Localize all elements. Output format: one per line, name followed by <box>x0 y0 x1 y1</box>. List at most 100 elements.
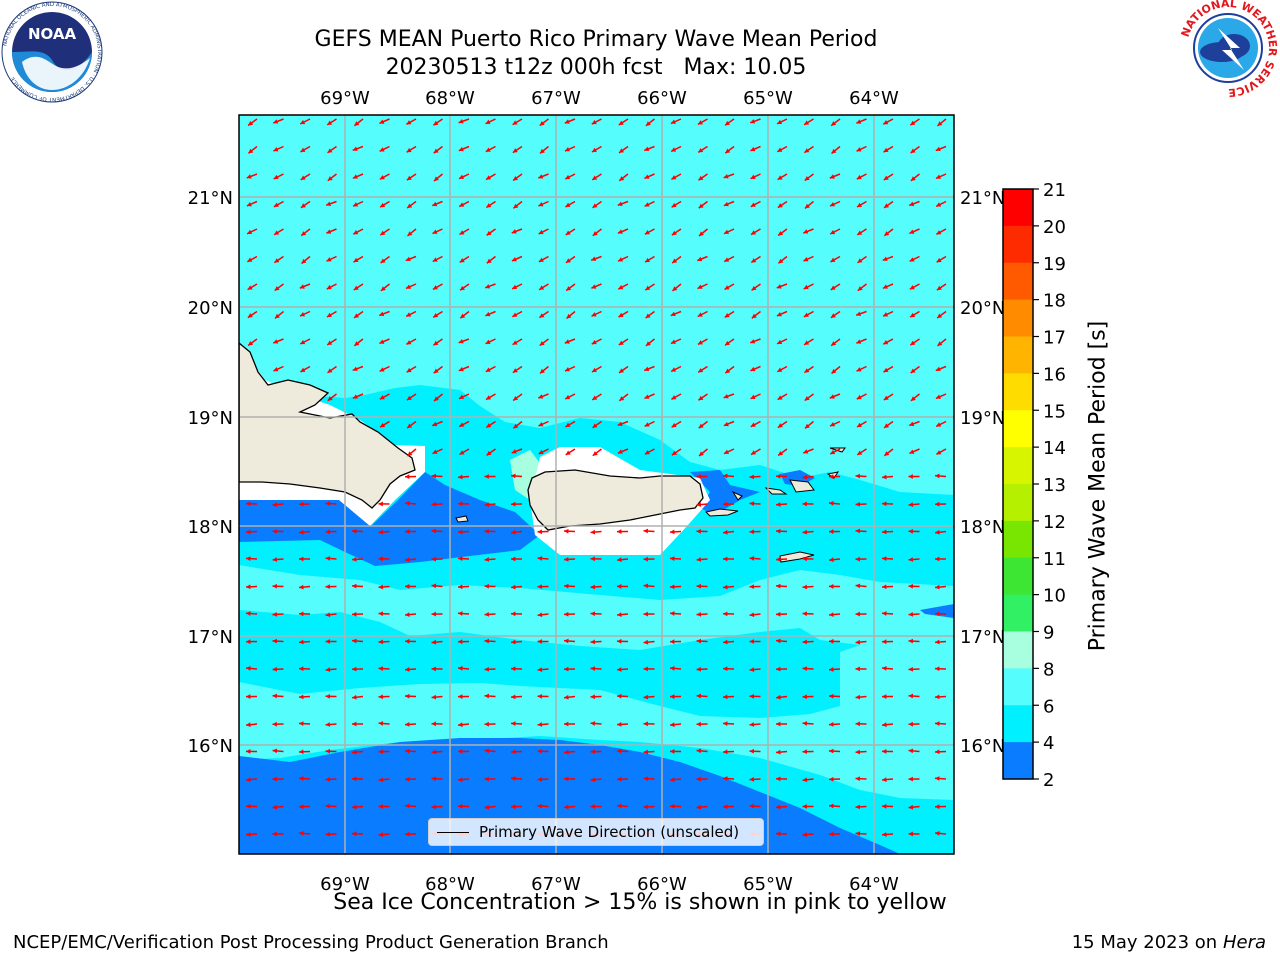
wave-arrow <box>512 118 523 126</box>
wave-arrow <box>669 529 682 535</box>
wave-arrow <box>775 583 788 589</box>
wave-arrow <box>272 557 284 562</box>
wave-arrow <box>934 666 947 672</box>
wave-arrow <box>431 666 443 672</box>
wave-arrow <box>643 528 655 534</box>
colorbar-tick-label: 12 <box>1043 512 1066 533</box>
wave-arrow <box>722 721 735 727</box>
wave-arrow <box>511 228 523 234</box>
wave-arrow <box>618 365 629 374</box>
wave-arrow <box>404 721 417 727</box>
wave-arrow <box>908 693 920 699</box>
wave-arrow <box>431 611 443 617</box>
wave-arrow <box>881 694 894 699</box>
wave-arrow <box>722 584 735 590</box>
wave-arrow <box>881 639 894 645</box>
wave-arrow <box>618 310 629 318</box>
wave-arrow <box>272 666 284 672</box>
wave-arrow <box>882 283 894 289</box>
wave-arrow <box>830 310 841 319</box>
wave-arrow <box>565 200 576 208</box>
wave-arrow <box>326 283 337 290</box>
wave-arrow <box>537 667 549 673</box>
wave-arrow <box>856 365 867 372</box>
wave-arrow <box>405 255 417 262</box>
wave-arrow <box>378 529 390 535</box>
wave-arrow <box>352 173 364 179</box>
wave-arrow <box>404 831 417 837</box>
wave-arrow <box>828 776 841 782</box>
wave-arrow <box>804 393 814 402</box>
wave-arrow <box>378 694 390 700</box>
wave-arrow <box>750 393 761 400</box>
wave-arrow <box>855 556 867 562</box>
wave-arrow <box>458 118 470 124</box>
wave-arrow <box>512 200 523 209</box>
wave-arrow <box>696 474 708 479</box>
wave-arrow <box>485 200 496 209</box>
colorbar-tick-label: 16 <box>1043 364 1066 385</box>
wave-arrow <box>802 556 814 562</box>
wave-arrow <box>804 420 814 430</box>
wave-arrow <box>829 448 841 455</box>
wave-arrow <box>510 749 523 755</box>
wave-arrow <box>433 173 443 182</box>
lon-tick-label: 67°W <box>531 88 581 109</box>
wave-arrow <box>855 528 867 534</box>
wave-arrow <box>457 556 470 562</box>
wave-arrow <box>405 310 417 318</box>
wave-arrow <box>777 255 788 264</box>
wave-arrow <box>616 638 629 644</box>
wave-arrow <box>722 501 735 507</box>
wave-arrow <box>698 228 708 237</box>
wave-arrow <box>432 200 443 207</box>
wave-arrow <box>246 255 258 263</box>
wave-arrow <box>696 502 708 508</box>
wave-arrow <box>247 338 258 347</box>
wave-arrow <box>775 556 788 562</box>
colorbar-tick-label: 17 <box>1043 328 1066 349</box>
wave-arrow <box>776 145 788 153</box>
wave-arrow <box>908 748 920 754</box>
wave-arrow <box>803 338 814 346</box>
wave-arrow <box>777 448 788 457</box>
wave-arrow <box>458 393 470 400</box>
wave-arrow <box>776 338 788 345</box>
wave-arrow <box>326 118 337 126</box>
wave-arrow <box>564 393 576 400</box>
wave-arrow <box>458 200 470 208</box>
wave-arrow <box>644 255 655 263</box>
wave-arrow <box>484 612 496 617</box>
wave-arrow <box>353 118 364 127</box>
wave-arrow <box>803 310 814 318</box>
wave-arrow <box>855 583 867 589</box>
wave-arrow <box>855 611 867 617</box>
lat-tick-label: 20°N <box>960 298 1005 319</box>
lat-tick-label: 17°N <box>188 627 233 648</box>
wave-arrow <box>802 639 814 645</box>
wave-arrow <box>669 666 682 671</box>
wave-arrow <box>300 365 311 373</box>
wave-arrow <box>908 666 920 672</box>
wave-arrow <box>272 528 284 534</box>
wave-arrow <box>512 145 523 154</box>
wave-arrow <box>406 173 417 181</box>
wave-arrow <box>298 776 311 781</box>
wave-arrow <box>592 228 602 237</box>
wave-arrow <box>406 448 417 457</box>
wave-arrow <box>431 528 443 534</box>
wave-arrow <box>325 777 337 782</box>
lat-tick-label: 21°N <box>960 188 1005 209</box>
wave-arrow <box>300 228 311 237</box>
wave-arrow <box>404 693 417 699</box>
wave-arrow <box>724 365 735 374</box>
wave-arrow <box>379 173 390 180</box>
wave-arrow <box>750 228 761 236</box>
wave-arrow <box>724 310 735 319</box>
wave-arrow <box>404 501 417 506</box>
lon-tick-label: 68°W <box>425 88 475 109</box>
wave-arrow <box>722 694 735 700</box>
wave-arrow <box>777 228 788 237</box>
wave-arrow <box>804 200 814 210</box>
wave-arrow <box>749 612 761 618</box>
